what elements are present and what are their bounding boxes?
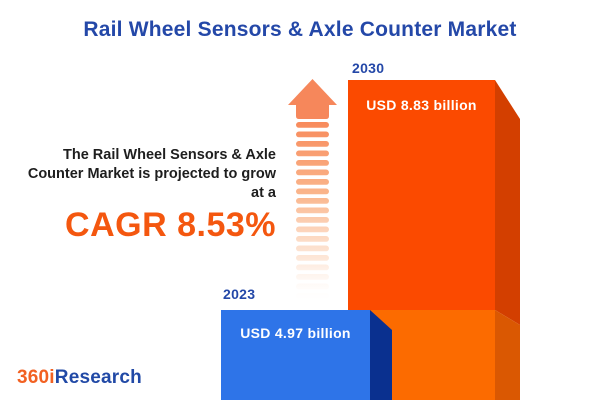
- annotation-block: The Rail Wheel Sensors & Axle Counter Ma…: [6, 146, 276, 243]
- bar-2030-side-top: [495, 80, 520, 325]
- cagr-value: CAGR 8.53%: [65, 206, 276, 244]
- bar-2030-side-bottom: [495, 310, 520, 400]
- bar-2023-side: [370, 310, 392, 400]
- page-title: Rail Wheel Sensors & Axle Counter Market: [83, 18, 517, 41]
- bar-2023-value-label: USD 4.97 billion: [240, 325, 351, 341]
- bar-2030-year-label: 2030: [352, 60, 385, 76]
- bar-2023-front: [221, 310, 370, 400]
- annotation-line-2: Counter Market is projected to grow: [27, 166, 276, 182]
- arrow-head: [288, 79, 337, 119]
- logo-part-360i: 360i: [17, 367, 55, 388]
- bar-2030-front-top: [348, 80, 495, 310]
- bar-2023: [221, 310, 392, 400]
- arrow-stripes: [296, 122, 329, 299]
- bar-2023-year-label: 2023: [223, 286, 256, 302]
- annotation-line-3: at a: [251, 185, 276, 201]
- logo-part-research: Research: [54, 367, 142, 388]
- brand-logo: 360iResearch: [17, 367, 142, 389]
- annotation-line-1: The Rail Wheel Sensors & Axle: [63, 147, 276, 163]
- bar-2030-value-label: USD 8.83 billion: [366, 97, 477, 113]
- bar-2030: [348, 80, 520, 400]
- growth-arrow-icon: [288, 79, 337, 299]
